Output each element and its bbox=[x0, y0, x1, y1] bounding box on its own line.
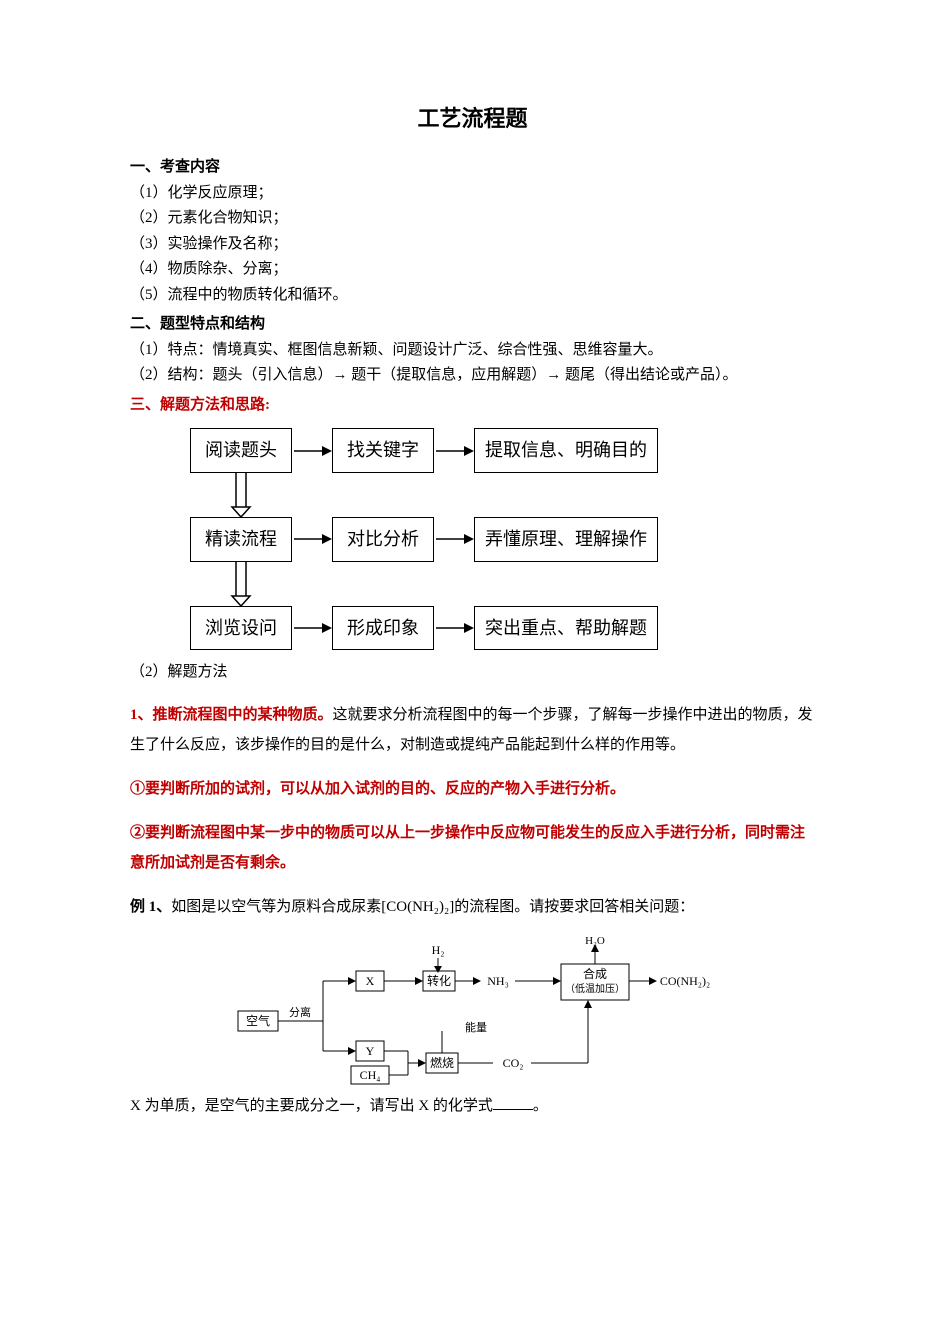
method1-para: 1、推断流程图中的某种物质。这就要求分析流程图中的每一个步骤，了解每一步操作中进… bbox=[130, 700, 815, 760]
method1-lead: 1、推断流程图中的某种物质。 bbox=[130, 707, 333, 723]
section1-list: （1）化学反应原理； （2）元素化合物知识； （3）实验操作及名称； （4）物质… bbox=[130, 181, 815, 309]
example1-question: X 为单质，是空气的主要成分之一，请写出 X 的化学式。 bbox=[130, 1094, 815, 1120]
list-item: （2）结构：题头（引入信息）→ 题干（提取信息，应用解题）→ 题尾（得出结论或产… bbox=[130, 363, 815, 389]
page-title: 工艺流程题 bbox=[130, 100, 815, 137]
list-item: （1）特点：情境真实、框图信息新颖、问题设计广泛、综合性强、思维容量大。 bbox=[130, 338, 815, 364]
example1: 例 1、如图是以空气等为原料合成尿素[CO(NH₂)₂]的流程图。请按要求回答相… bbox=[130, 892, 815, 922]
flow-box: 阅读题头 bbox=[190, 428, 292, 473]
example1-text: 如图是以空气等为原料合成尿素[CO(NH₂)₂]的流程图。请按要求回答相关问题： bbox=[171, 899, 694, 915]
blank-field[interactable] bbox=[493, 1095, 533, 1110]
list-item: （3）实验操作及名称； bbox=[130, 232, 815, 258]
flow-box: 对比分析 bbox=[332, 517, 434, 562]
arrow-right-icon bbox=[292, 529, 332, 549]
flow-box: 提取信息、明确目的 bbox=[474, 428, 658, 473]
flow-box: 找关键字 bbox=[332, 428, 434, 473]
d2-burn: 燃烧 bbox=[429, 1055, 453, 1070]
d2-energy: 能量 bbox=[465, 1020, 487, 1034]
d2-sep: 分离 bbox=[289, 1005, 311, 1019]
flow-box: 精读流程 bbox=[190, 517, 292, 562]
flow-row: 阅读题头 找关键字 提取信息、明确目的 bbox=[190, 428, 815, 473]
section3-head: 三、解题方法和思路: bbox=[130, 393, 815, 419]
flow-row: 精读流程 对比分析 弄懂原理、理解操作 bbox=[190, 517, 815, 562]
flow-row: 浏览设问 形成印象 突出重点、帮助解题 bbox=[190, 606, 815, 651]
d2-synth1: 合成 bbox=[582, 966, 606, 981]
d2-air: 空气 bbox=[245, 1013, 269, 1028]
subsection-label: （2）解题方法 bbox=[130, 660, 815, 686]
arrow-right-icon bbox=[292, 618, 332, 638]
d2-synth2: （低温加压） bbox=[565, 982, 625, 995]
list-item: （2）元素化合物知识； bbox=[130, 206, 815, 232]
arrow-right-icon bbox=[434, 529, 474, 549]
example1-lead: 例 1、 bbox=[130, 899, 171, 915]
flow-box: 突出重点、帮助解题 bbox=[474, 606, 658, 651]
list-item: （1）化学反应原理； bbox=[130, 181, 815, 207]
example1-question-text: X 为单质，是空气的主要成分之一，请写出 X 的化学式 bbox=[130, 1098, 493, 1114]
d2-CO2: CO₂ bbox=[502, 1056, 523, 1070]
arrow-down-icon bbox=[190, 473, 310, 517]
list-item: （5）流程中的物质转化和循环。 bbox=[130, 283, 815, 309]
d2-Y: Y bbox=[365, 1044, 374, 1058]
section2-list: （1）特点：情境真实、框图信息新颖、问题设计广泛、综合性强、思维容量大。 （2）… bbox=[130, 338, 815, 389]
document-page: 工艺流程题 一、考查内容 （1）化学反应原理； （2）元素化合物知识； （3）实… bbox=[0, 0, 945, 1199]
flow-box: 形成印象 bbox=[332, 606, 434, 651]
arrow-right-icon bbox=[434, 618, 474, 638]
d2-CH4: CH₄ bbox=[359, 1068, 380, 1082]
point1: ①要判断所加的试剂，可以从加入试剂的目的、反应的产物入手进行分析。 bbox=[130, 774, 815, 804]
point2: ②要判断流程图中某一步中的物质可以从上一步操作中反应物可能发生的反应入手进行分析… bbox=[130, 818, 815, 878]
section2-head: 二、题型特点和结构 bbox=[130, 312, 815, 338]
d2-X: X bbox=[365, 974, 374, 988]
flow-box: 浏览设问 bbox=[190, 606, 292, 651]
arrow-down-icon bbox=[190, 562, 310, 606]
d2-H2O: H₂O bbox=[585, 936, 605, 947]
list-item: （4）物质除杂、分离； bbox=[130, 257, 815, 283]
d2-product: CO(NH₂)₂ bbox=[659, 974, 709, 988]
arrow-right-icon bbox=[292, 441, 332, 461]
flow-box: 弄懂原理、理解操作 bbox=[474, 517, 658, 562]
section1-head: 一、考查内容 bbox=[130, 155, 815, 181]
urea-flow-diagram: 空气 分离 X Y CH₄ H₂ bbox=[233, 936, 713, 1086]
section3-head-text: 三、解题方法和思路 bbox=[130, 397, 265, 413]
arrow-right-icon bbox=[434, 441, 474, 461]
d2-NH3: NH₃ bbox=[487, 974, 509, 988]
method-flowchart: 阅读题头 找关键字 提取信息、明确目的 精读流程 对比分析 bbox=[190, 428, 815, 650]
d2-conv: 转化 bbox=[426, 973, 450, 988]
d2-H2: H₂ bbox=[431, 943, 444, 957]
